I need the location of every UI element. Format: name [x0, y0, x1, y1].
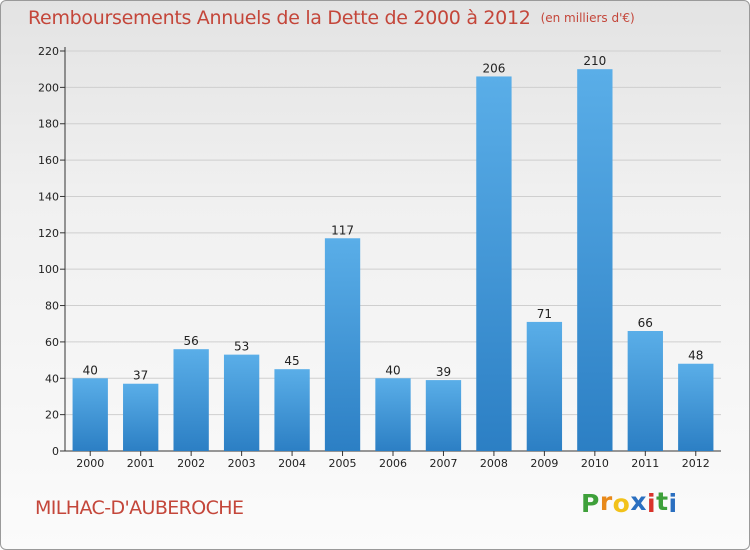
logo-letter: i	[647, 489, 657, 518]
commune-name: MILHAC-D'AUBEROCHE	[35, 497, 244, 519]
y-tick-label: 80	[45, 300, 59, 313]
x-tick-label: 2010	[581, 457, 609, 470]
x-tick-label: 2000	[76, 457, 104, 470]
logo-letter: i	[668, 489, 678, 518]
logo-letter: P	[581, 489, 600, 518]
bar-2007	[425, 380, 462, 451]
data-label: 48	[688, 349, 703, 363]
bar-2009	[526, 321, 563, 451]
y-tick-label: 180	[38, 118, 59, 131]
logo-letter: x	[630, 487, 647, 516]
y-tick-label: 20	[45, 409, 59, 422]
x-tick-label: 2009	[530, 457, 558, 470]
bar-2012	[678, 363, 714, 451]
x-tick-label: 2012	[682, 457, 710, 470]
data-label: 71	[537, 307, 552, 321]
bar-2004	[274, 369, 310, 451]
x-tick-label: 2008	[480, 457, 508, 470]
labels: 0 20 40 60 80 100 120 140 160 180 200 220 2000 40 2001…	[38, 45, 710, 470]
bar-2006	[375, 378, 411, 451]
logo-letter: r	[599, 487, 613, 516]
y-tick-label: 160	[38, 154, 59, 167]
logo-letter: t	[656, 487, 669, 516]
bar-2000	[72, 378, 108, 451]
y-tick-label: 60	[45, 336, 59, 349]
data-label: 37	[133, 369, 148, 383]
y-tick-label: 140	[38, 190, 59, 203]
data-label: 56	[184, 334, 199, 348]
data-label: 45	[284, 354, 299, 368]
data-label: 39	[436, 365, 451, 379]
bar-2011	[627, 331, 663, 451]
y-tick-label: 220	[38, 45, 59, 58]
y-tick-label: 120	[38, 227, 59, 240]
x-tick-label: 2005	[329, 457, 357, 470]
proxiti-logo: Proxiti	[581, 487, 678, 518]
bar-2002	[173, 349, 209, 451]
x-tick-label: 2011	[631, 457, 659, 470]
x-tick-label: 2001	[127, 457, 155, 470]
bar-2001	[123, 383, 159, 451]
bar-2008	[476, 76, 512, 452]
y-tick-label: 0	[52, 445, 59, 458]
y-tick-label: 200	[38, 81, 59, 94]
data-label: 117	[331, 223, 354, 237]
data-label: 40	[385, 363, 400, 377]
bar-2005	[324, 238, 361, 451]
bar-2003	[223, 354, 260, 451]
gridlines	[65, 50, 721, 416]
data-label: 66	[638, 316, 653, 330]
data-label: 210	[583, 54, 606, 68]
x-tick-label: 2002	[177, 457, 205, 470]
bars	[72, 69, 714, 452]
x-tick-label: 2007	[429, 457, 457, 470]
x-tick-label: 2004	[278, 457, 306, 470]
data-label: 40	[83, 363, 98, 377]
x-tick-label: 2006	[379, 457, 407, 470]
bar-2010	[577, 69, 613, 451]
x-tick-label: 2003	[228, 457, 256, 470]
chart-title: Remboursements Annuels de la Dette de 20…	[28, 7, 531, 29]
y-tick-label: 100	[38, 263, 59, 276]
y-tick-label: 40	[45, 372, 59, 385]
data-label: 53	[234, 340, 249, 354]
chart-title-row: Remboursements Annuels de la Dette de 20…	[28, 7, 635, 29]
logo-letter: o	[612, 489, 631, 518]
chart-subtitle: (en milliers d'€)	[540, 11, 635, 25]
data-label: 206	[482, 61, 505, 75]
